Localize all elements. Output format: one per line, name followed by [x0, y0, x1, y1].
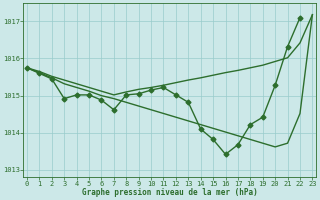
- X-axis label: Graphe pression niveau de la mer (hPa): Graphe pression niveau de la mer (hPa): [82, 188, 258, 197]
